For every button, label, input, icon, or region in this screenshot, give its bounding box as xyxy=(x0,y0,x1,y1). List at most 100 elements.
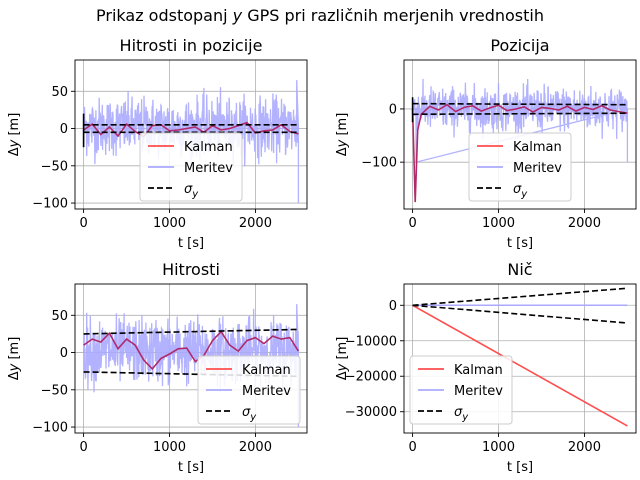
legend-kalman-label: Kalman xyxy=(242,363,291,378)
series-kalman-line xyxy=(83,121,299,138)
legend-sigma-symbol: σ xyxy=(454,405,463,420)
y-tick-label: −10000 xyxy=(345,334,397,349)
legend-kalman-label: Kalman xyxy=(513,140,562,155)
legend-box xyxy=(197,355,301,425)
legend-sigma-subscript: y xyxy=(520,189,528,200)
y-axis-label-var: y xyxy=(7,363,22,372)
legend-box xyxy=(409,355,513,425)
legend-meritev-label: Meritev xyxy=(184,161,233,176)
y-axis-label-var: y xyxy=(335,139,350,148)
subplot-title: Hitrosti in pozicije xyxy=(120,36,263,55)
subplot-title: Nič xyxy=(507,260,532,279)
y-tick-label: 0 xyxy=(60,122,68,137)
legend-sigma-symbol: σ xyxy=(184,182,193,197)
x-tick-label: 0 xyxy=(79,216,87,231)
y-tick-label: 50 xyxy=(51,309,68,324)
y-tick-label: 0 xyxy=(389,299,397,314)
legend: Kalman Meritev σy xyxy=(409,355,513,425)
y-axis-label: Δy [m] xyxy=(7,337,22,381)
y-tick-label: −100 xyxy=(32,197,68,212)
y-axis-label: Δy [m] xyxy=(335,113,350,157)
x-tick-label: 1000 xyxy=(153,216,186,231)
x-tick-label: 1000 xyxy=(482,440,515,455)
y-axis-label-delta: Δ xyxy=(7,147,22,156)
x-tick-label: 2000 xyxy=(239,440,272,455)
y-tick-label: 50 xyxy=(51,85,68,100)
legend-box xyxy=(139,132,243,202)
panels: 0 1000 2000 −100 −50 0 50 Hitrosti in pozicije t… xyxy=(7,36,637,475)
y-axis-label-unit: [m] xyxy=(7,113,22,140)
y-tick-label: −50 xyxy=(41,383,68,398)
suptitle-pre: Prikaz odstopanj xyxy=(96,6,233,25)
subplot-2: 0 1000 2000 −100 0 Pozicija t [s] Δy [m] Kalman M… xyxy=(335,36,637,251)
x-tick-label: 0 xyxy=(408,440,416,455)
y-tick-label: −100 xyxy=(361,156,397,171)
subplot-1: 0 1000 2000 −100 −50 0 50 Hitrosti in pozicije t… xyxy=(7,36,308,251)
plot-area xyxy=(412,287,628,427)
legend-kalman-label: Kalman xyxy=(454,363,503,378)
axes-frame xyxy=(403,283,637,434)
x-tick-label: 2000 xyxy=(568,216,601,231)
y-axis-label: Δy [m] xyxy=(7,113,22,157)
y-axis-label-unit: [m] xyxy=(7,337,22,364)
x-axis-label: t [s] xyxy=(507,460,533,475)
subplot-title: Hitrosti xyxy=(162,260,220,279)
x-axis-label: t [s] xyxy=(178,236,204,251)
legend: Kalman Meritev σy xyxy=(139,132,243,202)
legend-sigma-symbol: σ xyxy=(242,405,251,420)
legend-sigma-label: σy xyxy=(242,405,257,423)
legend-meritev-label: Meritev xyxy=(242,384,291,399)
plot-area xyxy=(411,78,629,203)
suptitle-post: GPS pri različnih merjenih vrednostih xyxy=(242,6,544,25)
axes-frame xyxy=(74,59,308,210)
y-axis-label-unit: [m] xyxy=(335,337,350,364)
axes-frame xyxy=(74,283,308,434)
legend: Kalman Meritev σy xyxy=(468,132,572,202)
y-tick-label: −30000 xyxy=(345,405,397,420)
y-axis-label-var: y xyxy=(7,139,22,148)
plot-area xyxy=(82,80,300,203)
y-tick-label: −50 xyxy=(41,159,68,174)
x-tick-label: 1000 xyxy=(482,216,515,231)
y-axis-label-delta: Δ xyxy=(7,371,22,380)
subplot-4: 0 1000 2000 −30000 −20000 −10000 0 Nič t [s] Δy [… xyxy=(335,260,637,475)
series-kalman-line xyxy=(412,304,628,427)
x-axis-label: t [s] xyxy=(507,236,533,251)
x-tick-label: 2000 xyxy=(568,440,601,455)
y-tick-label: −100 xyxy=(32,421,68,436)
legend-sigma-label: σy xyxy=(184,182,199,200)
legend-sigma-subscript: y xyxy=(191,189,199,200)
legend-sigma-subscript: y xyxy=(249,412,257,423)
series-kalman-line xyxy=(83,330,300,371)
y-axis-label: Δy [m] xyxy=(335,337,350,381)
legend-box xyxy=(468,132,572,202)
x-tick-label: 2000 xyxy=(239,216,272,231)
x-tick-label: 0 xyxy=(79,440,87,455)
y-tick-label: 0 xyxy=(389,102,397,117)
x-axis-label: t [s] xyxy=(178,460,204,475)
y-tick-label: 0 xyxy=(60,346,68,361)
y-tick-label: −20000 xyxy=(345,370,397,385)
suptitle: Prikaz odstopanj y GPS pri različnih mer… xyxy=(96,6,544,25)
legend-meritev-label: Meritev xyxy=(454,384,503,399)
axes-frame xyxy=(403,59,637,210)
legend-sigma-label: σy xyxy=(454,405,469,423)
y-axis-label-delta: Δ xyxy=(335,147,350,156)
subplot-title: Pozicija xyxy=(490,36,549,55)
y-axis-label-delta: Δ xyxy=(335,371,350,380)
subplot-3: 0 1000 2000 −100 −50 0 50 Hitrosti t [s] Δy [m] Ka… xyxy=(7,260,308,475)
series-kalman-line xyxy=(411,103,628,203)
suptitle-var: y xyxy=(232,6,243,25)
legend-meritev-label: Meritev xyxy=(513,161,562,176)
y-axis-label-var: y xyxy=(335,363,350,372)
x-tick-label: 0 xyxy=(408,216,416,231)
y-axis-label-unit: [m] xyxy=(335,113,350,140)
legend-sigma-subscript: y xyxy=(461,412,469,423)
legend-sigma-label: σy xyxy=(513,182,528,200)
x-tick-label: 1000 xyxy=(153,440,186,455)
legend-sigma-symbol: σ xyxy=(513,182,522,197)
legend: Kalman Meritev σy xyxy=(197,355,301,425)
legend-kalman-label: Kalman xyxy=(184,140,233,155)
